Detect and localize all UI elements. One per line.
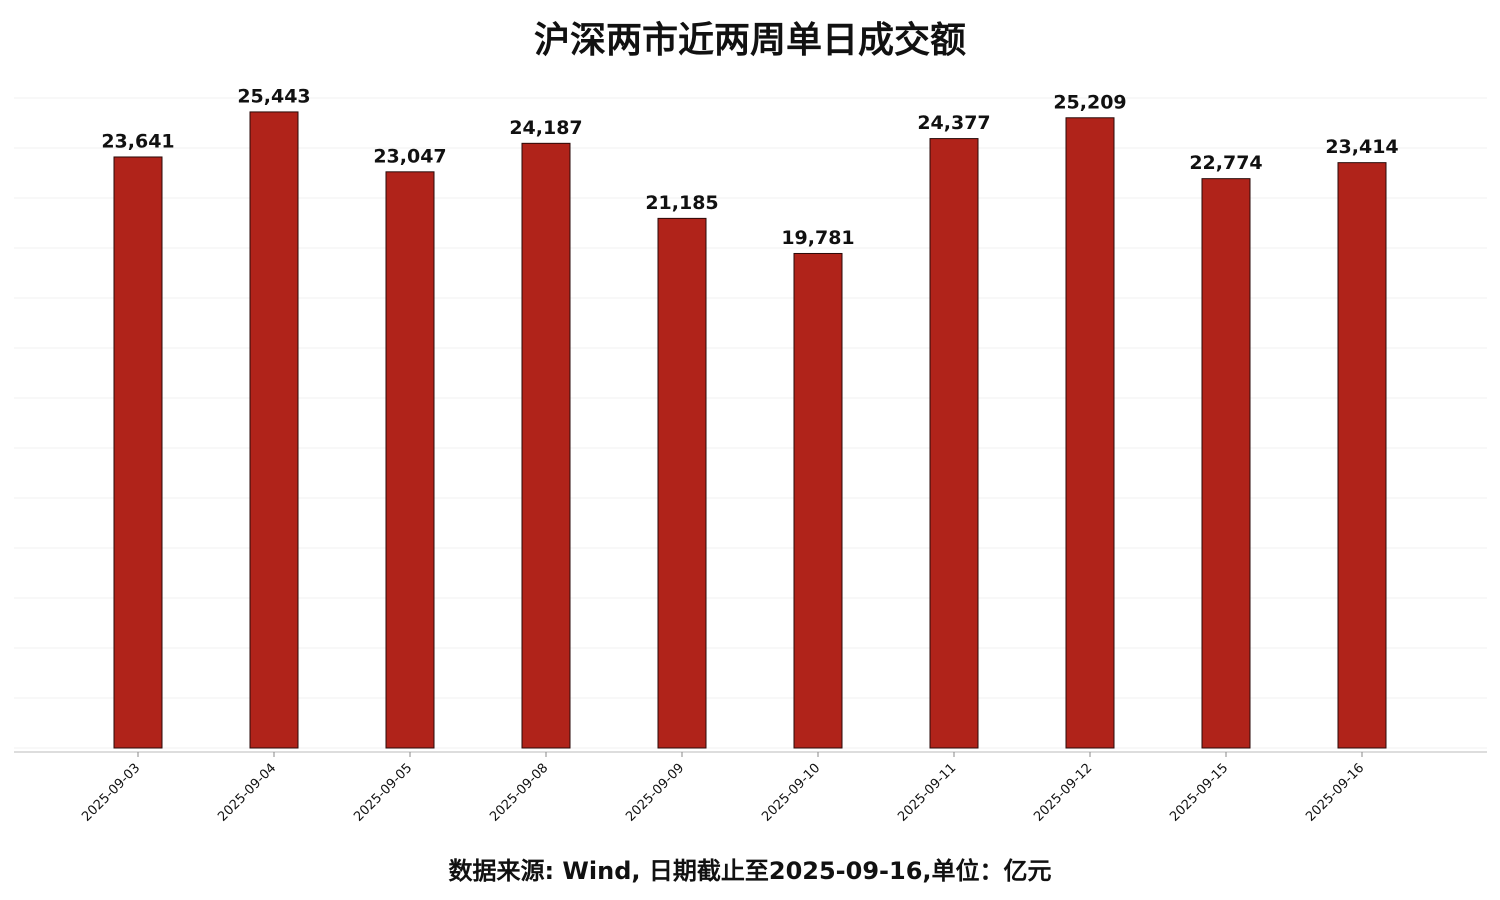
x-tick-label: 2025-09-10 [759, 761, 823, 825]
x-tick-label: 2025-09-03 [79, 761, 143, 825]
bar [1065, 117, 1115, 749]
bar [113, 156, 163, 749]
bar [657, 217, 707, 749]
x-tick-label: 2025-09-09 [623, 761, 687, 825]
x-tick-label: 2025-09-11 [895, 761, 959, 825]
value-label: 23,641 [101, 130, 174, 152]
value-label: 24,377 [917, 112, 990, 134]
x-tick-label: 2025-09-16 [1303, 761, 1367, 825]
value-label: 25,209 [1053, 91, 1126, 113]
value-label: 22,774 [1189, 152, 1262, 174]
bar [249, 111, 299, 749]
bar [385, 171, 435, 749]
bar [521, 142, 571, 749]
value-label: 24,187 [509, 117, 582, 139]
value-label: 25,443 [237, 85, 310, 107]
x-tick-label: 2025-09-12 [1031, 761, 1095, 825]
chart-title: 沪深两市近两周单日成交额 [534, 19, 966, 61]
bar [1201, 178, 1251, 749]
source-note: 数据来源: Wind, 日期截止至2025-09-16,单位：亿元 [448, 857, 1051, 885]
x-tick-label: 2025-09-05 [351, 761, 415, 825]
value-label: 23,047 [373, 145, 446, 167]
value-label: 21,185 [645, 192, 718, 214]
value-label: 23,414 [1325, 136, 1398, 158]
bar [1337, 162, 1387, 749]
bar [929, 138, 979, 749]
bar [793, 252, 843, 749]
x-tick-label: 2025-09-15 [1167, 761, 1231, 825]
x-tick-label: 2025-09-04 [215, 761, 279, 825]
x-tick-label: 2025-09-08 [487, 761, 551, 825]
value-label: 19,781 [781, 227, 854, 249]
